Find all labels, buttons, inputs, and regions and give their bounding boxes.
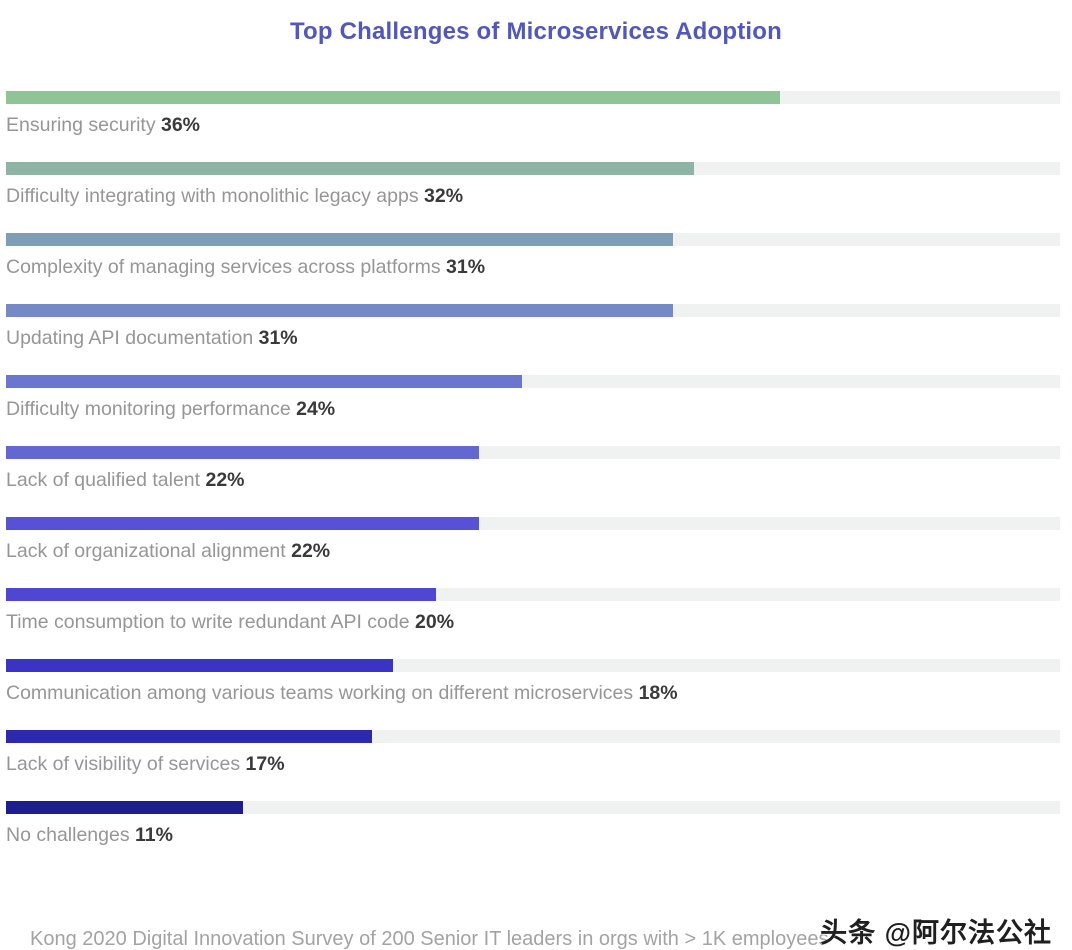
bar-label: Complexity of managing services across p… [6,256,1060,279]
bar-label: Updating API documentation 31% [6,327,1060,350]
bar-row: Communication among various teams workin… [6,659,1060,730]
bar-category-label: Ensuring security [6,114,161,136]
bar-label: Time consumption to write redundant API … [6,611,1060,634]
bar-row: No challenges 11% [6,801,1060,872]
bar-value-label: 17% [245,753,285,775]
bar-track [6,233,1060,246]
bar-fill [6,659,394,672]
bar-value-label: 18% [638,682,678,704]
bar-track [6,375,1060,388]
bar-label: Difficulty integrating with monolithic l… [6,185,1060,208]
bar-fill [6,730,372,743]
bar-value-label: 32% [424,185,464,207]
bar-fill [6,446,480,459]
bar-category-label: Time consumption to write redundant API … [6,611,415,633]
bar-category-label: Lack of organizational alignment [6,540,292,562]
bar-track [6,588,1060,601]
bar-value-label: 24% [296,398,336,420]
bar-track [6,801,1060,814]
bar-value-label: 11% [135,824,173,846]
bar-value-label: 22% [291,540,331,562]
bar-category-label: Lack of visibility of services [6,753,246,775]
bar-row: Difficulty monitoring performance 24% [6,375,1060,446]
bar-value-label: 20% [415,611,455,633]
bar-label: Communication among various teams workin… [6,682,1060,705]
watermark: 头条 @阿尔法公社 [820,918,1052,948]
bar-row: Updating API documentation 31% [6,304,1060,375]
bar-fill [6,91,781,104]
bar-label: No challenges 11% [6,824,1060,847]
bar-category-label: No challenges [6,824,135,846]
bar-track [6,91,1060,104]
bar-row: Lack of visibility of services 17% [6,730,1060,801]
bar-category-label: Updating API documentation [6,327,259,349]
bar-label: Difficulty monitoring performance 24% [6,398,1060,421]
bar-track [6,659,1060,672]
bar-fill [6,304,673,317]
chart-title: Top Challenges of Microservices Adoption [289,18,783,45]
bar-value-label: 22% [205,469,245,491]
bar-fill [6,801,243,814]
source-caption: Kong 2020 Digital Innovation Survey of 2… [30,928,829,950]
bar-row: Lack of qualified talent 22% [6,446,1060,517]
bar-track [6,162,1060,175]
bar-category-label: Difficulty monitoring performance [6,398,297,420]
bar-fill [6,162,695,175]
bar-value-label: 36% [160,114,201,136]
bar-category-label: Communication among various teams workin… [6,682,639,704]
bar-label: Lack of visibility of services 17% [6,753,1060,776]
bar-chart: Ensuring security 36% Difficulty integra… [0,91,1072,872]
bar-category-label: Complexity of managing services across p… [6,256,446,278]
bar-track [6,730,1060,743]
bar-fill [6,517,480,530]
bar-fill [6,375,523,388]
bar-row: Ensuring security 36% [6,91,1060,162]
bar-track [6,446,1060,459]
bar-label: Lack of qualified talent 22% [6,469,1060,492]
bar-label: Lack of organizational alignment 22% [6,540,1060,563]
bar-category-label: Lack of qualified talent [6,469,206,491]
bar-row: Lack of organizational alignment 22% [6,517,1060,588]
bar-row: Time consumption to write redundant API … [6,588,1060,659]
bar-row: Difficulty integrating with monolithic l… [6,162,1060,233]
bar-fill [6,588,437,601]
bar-track [6,517,1060,530]
bar-row: Complexity of managing services across p… [6,233,1060,304]
bar-track [6,304,1060,317]
bar-value-label: 31% [258,327,298,349]
bar-label: Ensuring security 36% [6,114,1060,137]
bar-category-label: Difficulty integrating with monolithic l… [6,185,425,207]
bar-fill [6,233,673,246]
bar-value-label: 31% [446,256,486,278]
chart-page: Top Challenges of Microservices Adoption… [0,18,1072,950]
